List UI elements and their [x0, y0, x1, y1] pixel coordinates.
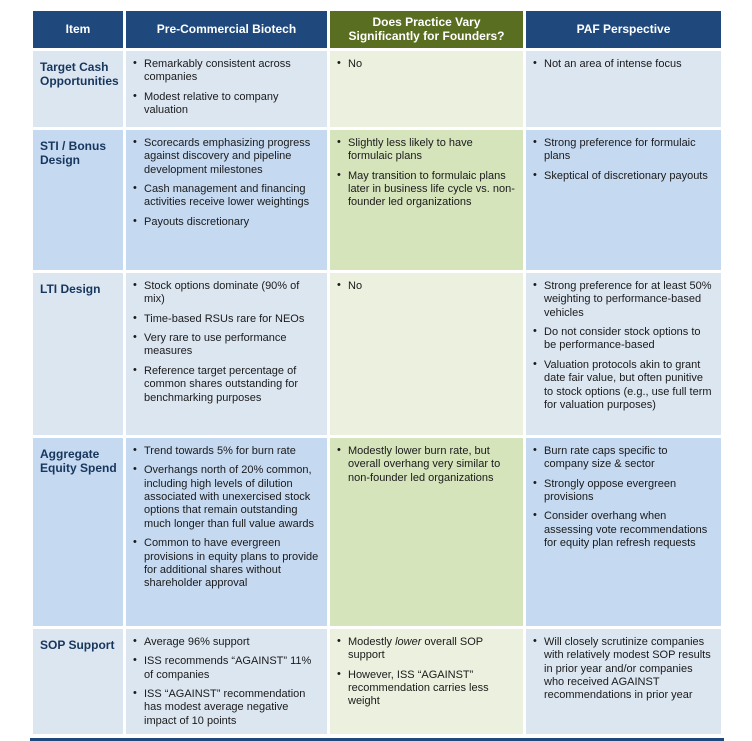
bullet-list: Burn rate caps specific to company size … [533, 444, 715, 551]
bullet-list: Strong preference for formulaic plans Sk… [533, 136, 715, 183]
bullet: Burn rate caps specific to company size … [533, 444, 715, 472]
bullet: Modestly lower overall SOP support [337, 635, 517, 663]
bullet-list: Remarkably consistent across companies M… [133, 57, 321, 118]
bullet-list: Not an area of intense focus [533, 57, 715, 71]
cell-vary: Slightly less likely to have formulaic p… [330, 129, 523, 270]
row-label: Target Cash Opportunities [33, 50, 123, 127]
cell-paf: Strong preference for at least 50% weigh… [526, 272, 721, 435]
bullet-text: overall SOP support [348, 635, 483, 662]
cell-paf: Not an area of intense focus [526, 50, 721, 127]
bullet-list: Slightly less likely to have formulaic p… [337, 136, 517, 210]
bullet-list: Modestly lower burn rate, but overall ov… [337, 444, 517, 485]
bullet: Reference target percentage of common sh… [133, 364, 321, 405]
bullet: Consider overhang when assessing vote re… [533, 509, 715, 550]
bullet: No [337, 279, 517, 293]
row-label: Aggregate Equity Spend [33, 437, 123, 626]
bullet-text-italic: lower [395, 635, 422, 648]
header-paf-perspective: PAF Perspective [526, 11, 721, 48]
bullet: May transition to formulaic plans later … [337, 169, 517, 210]
table-row-aggregate-equity: Aggregate Equity Spend Trend towards 5% … [33, 437, 721, 626]
bullet: Strong preference for formulaic plans [533, 136, 715, 164]
bullet: No [337, 57, 517, 71]
table-row-lti-design: LTI Design Stock options dominate (90% o… [33, 272, 721, 435]
bullet: ISS “AGAINST” recommendation has modest … [133, 687, 321, 728]
bullet: ISS recommends “AGAINST” 11% of companie… [133, 654, 321, 682]
table-row-sti-bonus: STI / Bonus Design Scorecards emphasizin… [33, 129, 721, 270]
bullet: Remarkably consistent across companies [133, 57, 321, 85]
table-row-sop-support: SOP Support Average 96% support ISS reco… [33, 628, 721, 735]
header-does-practice-vary: Does Practice Vary Significantly for Fou… [330, 11, 523, 48]
bullet: Modest relative to company valuation [133, 90, 321, 118]
bullet-list: Average 96% support ISS recommends “AGAI… [133, 635, 321, 728]
bullet: Not an area of intense focus [533, 57, 715, 71]
header-pre-commercial-biotech: Pre-Commercial Biotech [126, 11, 327, 48]
bullet: Valuation protocols akin to grant date f… [533, 358, 715, 413]
bullet: Modestly lower burn rate, but overall ov… [337, 444, 517, 485]
bullet: Average 96% support [133, 635, 321, 649]
cell-biotech: Remarkably consistent across companies M… [126, 50, 327, 127]
bullet: Time-based RSUs rare for NEOs [133, 312, 321, 326]
founder-practices-comparison-table: Item Pre-Commercial Biotech Does Practic… [30, 8, 724, 737]
bullet: Will closely scrutinize companies with r… [533, 635, 715, 703]
row-label: LTI Design [33, 272, 123, 435]
bullet: Slightly less likely to have formulaic p… [337, 136, 517, 164]
bullet: Stock options dominate (90% of mix) [133, 279, 321, 307]
bullet: Common to have evergreen provisions in e… [133, 536, 321, 591]
bullet: Do not consider stock options to be perf… [533, 325, 715, 353]
bullet-list: Strong preference for at least 50% weigh… [533, 279, 715, 413]
row-label: STI / Bonus Design [33, 129, 123, 270]
bullet-list: Stock options dominate (90% of mix) Time… [133, 279, 321, 405]
cell-vary: No [330, 272, 523, 435]
bullet: Cash management and financing activities… [133, 182, 321, 210]
bullet: Overhangs north of 20% common, including… [133, 463, 321, 531]
bullet: Scorecards emphasizing progress against … [133, 136, 321, 177]
bullet-list: Will closely scrutinize companies with r… [533, 635, 715, 703]
bullet-list: No [337, 279, 517, 293]
cell-vary: Modestly lower burn rate, but overall ov… [330, 437, 523, 626]
bullet: However, ISS “AGAINST” recommendation ca… [337, 668, 517, 709]
cell-biotech: Average 96% support ISS recommends “AGAI… [126, 628, 327, 735]
header-row: Item Pre-Commercial Biotech Does Practic… [33, 11, 721, 48]
bullet-text: Modestly [348, 635, 396, 648]
bullet: Very rare to use performance measures [133, 331, 321, 359]
bullet: Trend towards 5% for burn rate [133, 444, 321, 458]
cell-paf: Burn rate caps specific to company size … [526, 437, 721, 626]
cell-paf: Strong preference for formulaic plans Sk… [526, 129, 721, 270]
table-row-target-cash: Target Cash Opportunities Remarkably con… [33, 50, 721, 127]
bullet: Skeptical of discretionary payouts [533, 169, 715, 183]
bullet-list: Scorecards emphasizing progress against … [133, 136, 321, 229]
cell-biotech: Scorecards emphasizing progress against … [126, 129, 327, 270]
bullet: Strongly oppose evergreen provisions [533, 477, 715, 505]
cell-vary: Modestly lower overall SOP support Howev… [330, 628, 523, 735]
cell-paf: Will closely scrutinize companies with r… [526, 628, 721, 735]
bullet: Strong preference for at least 50% weigh… [533, 279, 715, 320]
cell-biotech: Stock options dominate (90% of mix) Time… [126, 272, 327, 435]
cell-biotech: Trend towards 5% for burn rate Overhangs… [126, 437, 327, 626]
bullet-list: Modestly lower overall SOP support Howev… [337, 635, 517, 709]
cell-vary: No [330, 50, 523, 127]
header-item: Item [33, 11, 123, 48]
bullet: Payouts discretionary [133, 215, 321, 229]
row-label: SOP Support [33, 628, 123, 735]
bullet-list: Trend towards 5% for burn rate Overhangs… [133, 444, 321, 591]
bullet-list: No [337, 57, 517, 71]
